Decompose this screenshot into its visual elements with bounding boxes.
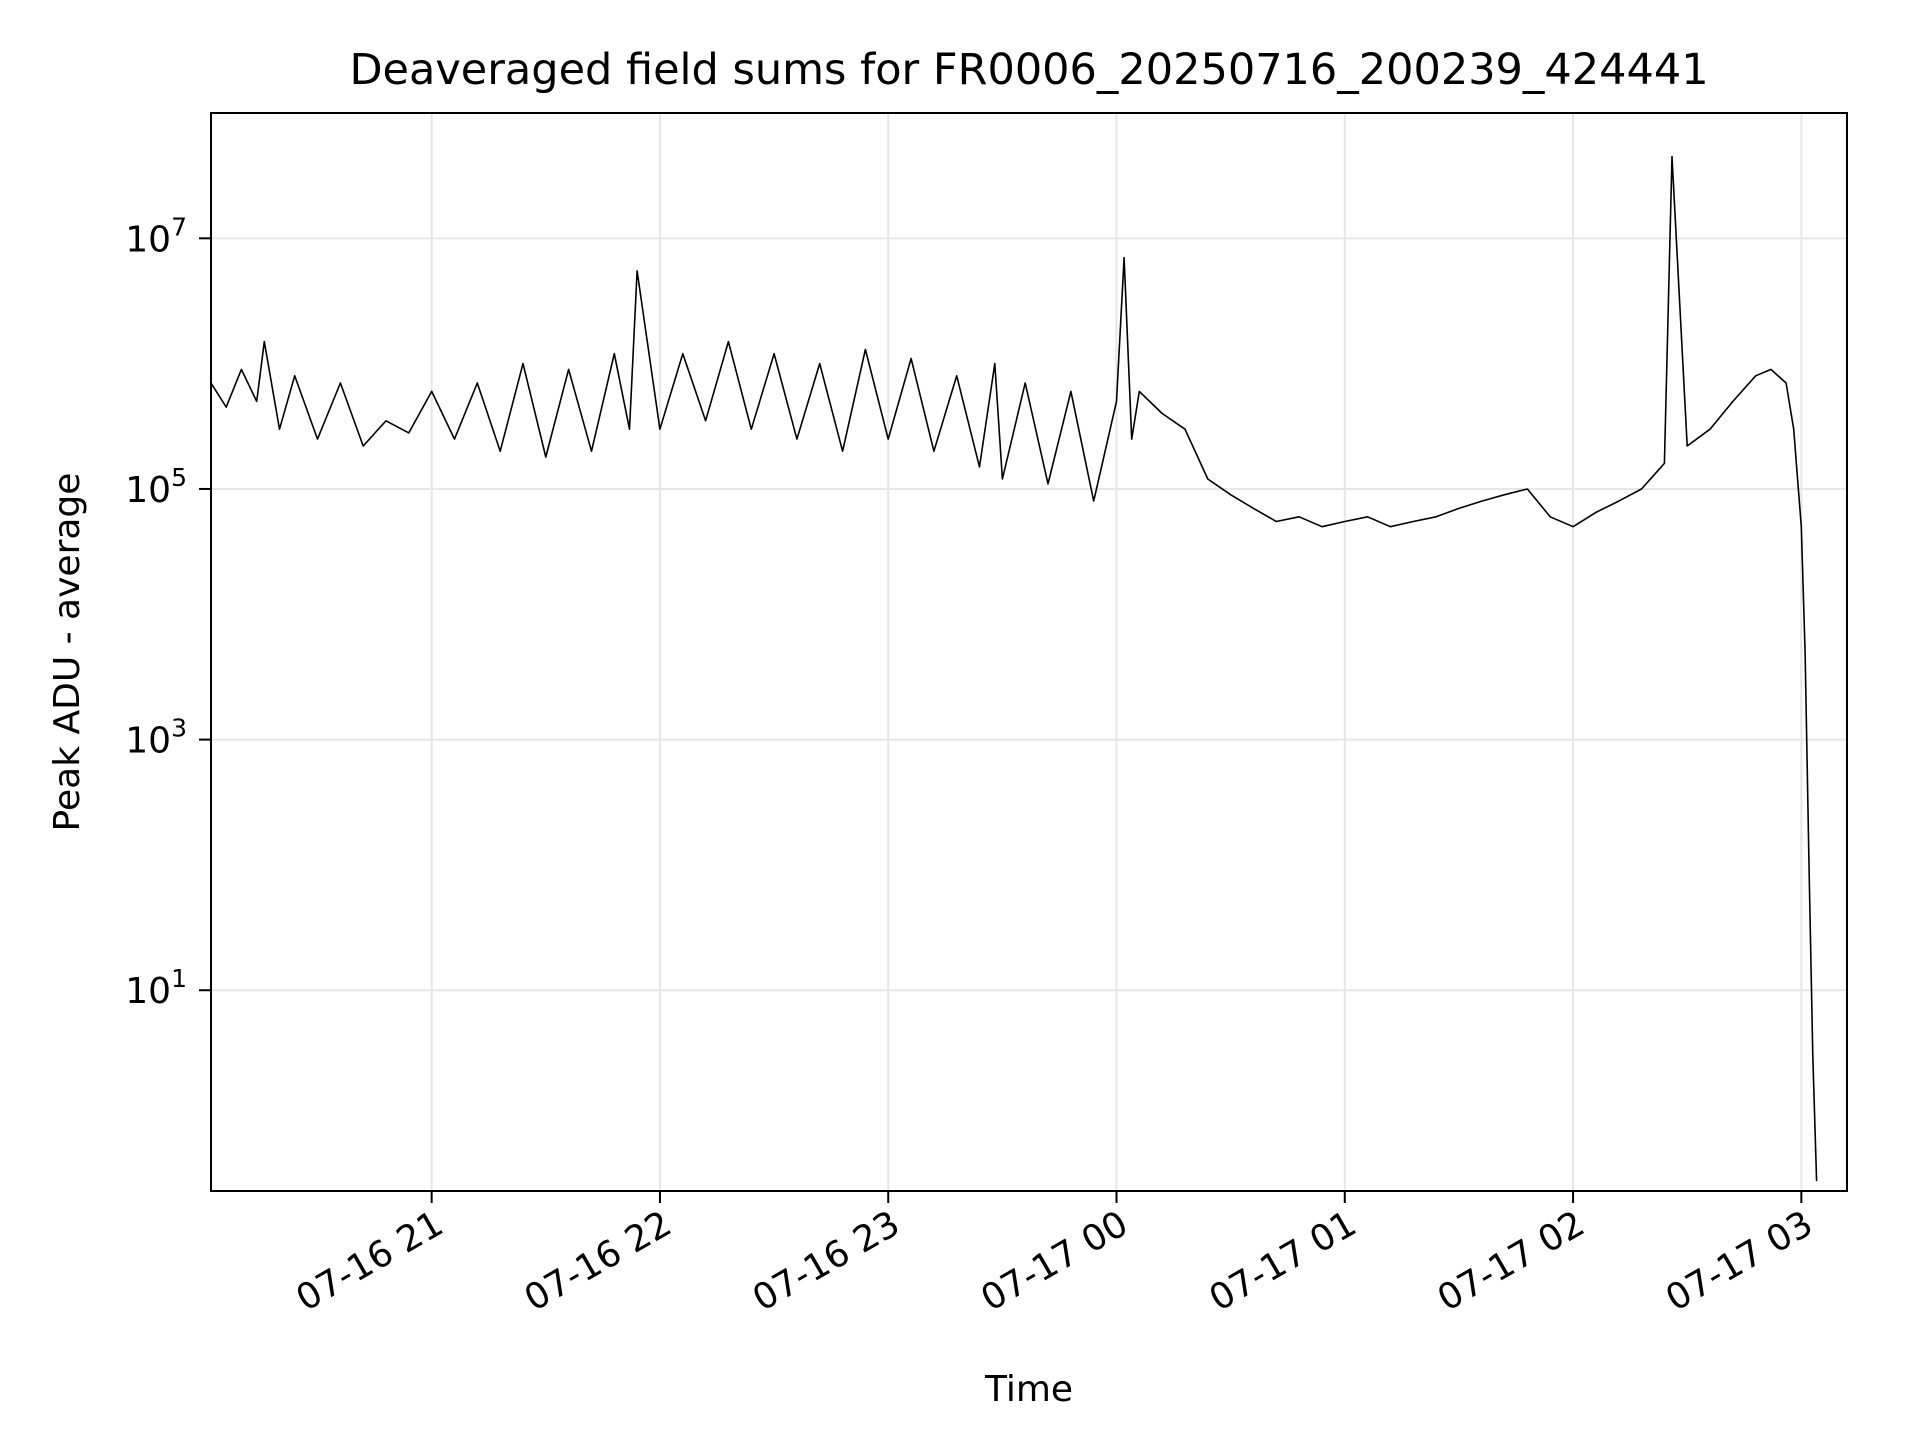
y-axis: 101 103 105 107 [125, 212, 211, 1012]
y-tick-label: 107 [125, 212, 187, 260]
y-axis-label: Peak ADU - average [47, 473, 88, 832]
y-tick-label: 101 [125, 964, 187, 1012]
series-layer [210, 155, 1818, 1182]
chart-title: Deaveraged field sums for FR0006_2025071… [349, 45, 1708, 95]
x-axis-label: Time [984, 1369, 1073, 1410]
grid [211, 113, 1847, 1191]
plot-area-frame [210, 112, 1848, 1192]
series-line [210, 155, 1818, 1182]
y-tick-label: 105 [125, 463, 187, 511]
y-tick-label: 103 [125, 714, 187, 762]
